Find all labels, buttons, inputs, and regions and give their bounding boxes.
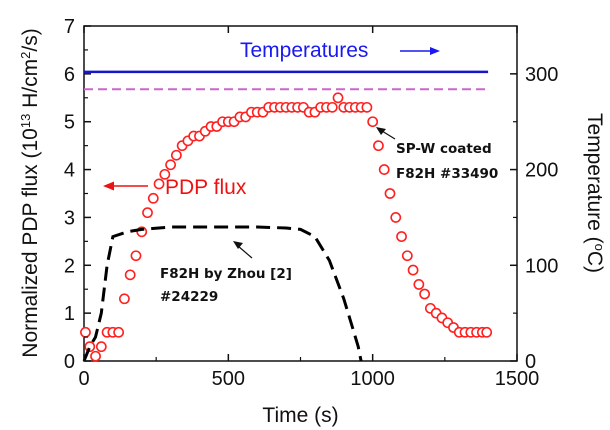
flux-data-point <box>373 140 384 152</box>
x-axis-label: Time (s) <box>262 404 338 427</box>
sp-w-arrow-line <box>381 130 396 140</box>
pdp-flux-arrow-head <box>103 181 114 191</box>
y-right-tick-label: 300 <box>525 64 558 86</box>
sp-w-coated-label: SP-W coated <box>396 141 492 157</box>
flux-data-point <box>165 159 176 171</box>
flux-data-point <box>332 92 344 104</box>
y-left-tick-label: 7 <box>64 16 75 38</box>
flux-data-point <box>384 188 396 199</box>
y-right-label-part-2: C) <box>583 251 606 273</box>
flux-data-point <box>130 250 142 262</box>
flux-data-point <box>367 116 379 128</box>
y-right-tick-label: 0 <box>525 351 536 373</box>
zhou-arrow-line <box>237 245 253 259</box>
pdp-flux-label: PDP flux <box>165 176 247 199</box>
flux-data-point <box>124 269 136 281</box>
x-tick-label: 1000 <box>350 368 395 390</box>
y-right-label-part-1: Temperature ( <box>583 113 606 244</box>
y-left-tick-label: 5 <box>64 112 75 134</box>
flux-data-point <box>361 101 373 113</box>
y-left-label-part-1: Normalized PDP flux (10 <box>19 128 42 358</box>
flux-data-point <box>80 326 91 338</box>
x-tick-label: 1500 <box>495 368 540 390</box>
sp-w-arrow-head <box>376 127 386 135</box>
y-right-label-sup: o <box>592 244 607 251</box>
flux-data-point <box>390 212 402 223</box>
y-right-tick-label: 200 <box>525 160 558 182</box>
x-tick-label: 500 <box>212 368 245 390</box>
flux-data-point <box>407 264 419 276</box>
flux-data-point <box>153 178 165 190</box>
flux-data-point <box>378 164 390 175</box>
y-left-tick-label: 1 <box>64 303 75 325</box>
flux-data-point <box>326 101 338 113</box>
f82h-33490-label: F82H #33490 <box>396 166 498 182</box>
flux-data-point <box>401 250 413 262</box>
y-right-tick-label: 100 <box>525 255 558 277</box>
y-left-tick-label: 4 <box>64 160 75 182</box>
flux-data-point <box>95 341 107 353</box>
series-layer <box>80 70 493 362</box>
flux-data-point <box>413 279 425 290</box>
y-left-label-part-2: H/cm <box>19 59 42 114</box>
y-left-tick-label: 3 <box>64 207 75 229</box>
flux-data-point <box>481 326 493 338</box>
flux-data-point <box>419 288 431 300</box>
x-tick-label: 0 <box>78 368 89 390</box>
flux-data-point <box>170 149 182 161</box>
zhou-label: F82H by Zhou [2] <box>160 266 292 282</box>
y-axis-left-label: Normalized PDP flux (1013 H/cm2/s) <box>18 28 42 357</box>
y-left-tick-label: 2 <box>64 255 75 277</box>
flux-data-point <box>396 231 407 242</box>
flux-data-point <box>147 192 159 204</box>
flux-data-point <box>113 326 125 338</box>
zhou-arrow-head <box>233 241 243 249</box>
temperatures-label: Temperatures <box>240 39 368 62</box>
y-left-label-sup-2: 2 <box>18 52 33 59</box>
flux-data-point <box>90 350 101 362</box>
flux-data-point <box>142 207 153 219</box>
zhou-id-label: #24229 <box>160 289 218 305</box>
y-left-label-part-3: /s) <box>19 28 42 51</box>
plot-frame <box>83 25 518 362</box>
y-left-tick-label: 0 <box>64 351 75 373</box>
y-left-label-sup-1: 13 <box>18 114 33 128</box>
y-left-tick-label: 6 <box>64 64 75 86</box>
temperatures-arrow-head <box>430 47 440 55</box>
flux-data-point <box>119 293 130 305</box>
flux-data-point <box>159 168 171 180</box>
y-axis-right-label: Temperature (oC) <box>583 113 607 273</box>
